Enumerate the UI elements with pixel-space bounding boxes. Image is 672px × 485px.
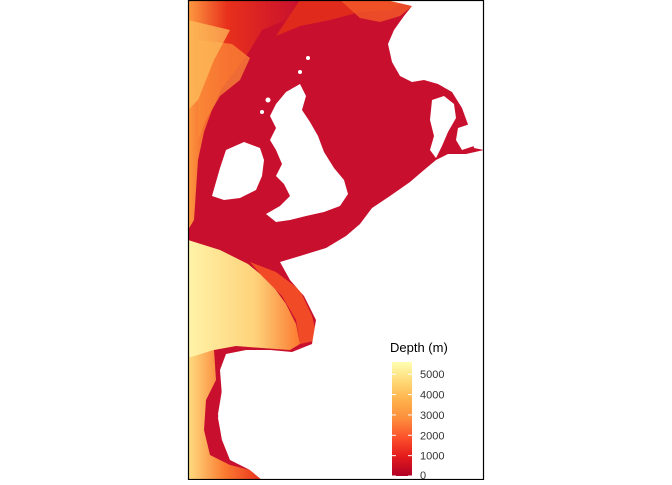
- legend-ticks: 5000 4000 3000 2000 1000 0: [392, 369, 444, 482]
- danish-islands: [456, 124, 478, 150]
- hebrides-island: [265, 97, 271, 103]
- depth-legend: Depth (m) 5000 4000 3000 2000 1000 0: [390, 340, 448, 482]
- land-masses: [212, 0, 484, 480]
- abyssal-plain: [188, 240, 300, 358]
- bay-of-biscay-slope: [250, 262, 318, 344]
- orkney-island: [298, 70, 302, 74]
- legend-colorbar: [392, 362, 412, 476]
- legend-tick-label: 5000: [420, 369, 444, 381]
- legend-tick-label: 4000: [420, 390, 444, 402]
- norwegian-deep: [340, 0, 420, 22]
- iberia-land: [218, 348, 484, 480]
- norway-land: [386, 0, 484, 150]
- small-islands: [260, 56, 310, 114]
- great-britain-land: [266, 84, 348, 222]
- legend-tick-label: 0: [420, 470, 426, 480]
- map-panel: [188, 0, 484, 480]
- south-deep-water: [188, 350, 262, 480]
- ireland-land: [212, 142, 264, 200]
- outer-hebrides-island: [260, 110, 264, 114]
- denmark-land: [430, 96, 456, 158]
- legend-tick-label: 3000: [420, 410, 444, 422]
- legend-title: Depth (m): [390, 340, 448, 355]
- legend-tick-label: 2000: [420, 430, 444, 442]
- iceland-basin: [188, 20, 230, 110]
- shetland-island: [306, 56, 310, 60]
- legend-tick-label: 1000: [420, 451, 444, 463]
